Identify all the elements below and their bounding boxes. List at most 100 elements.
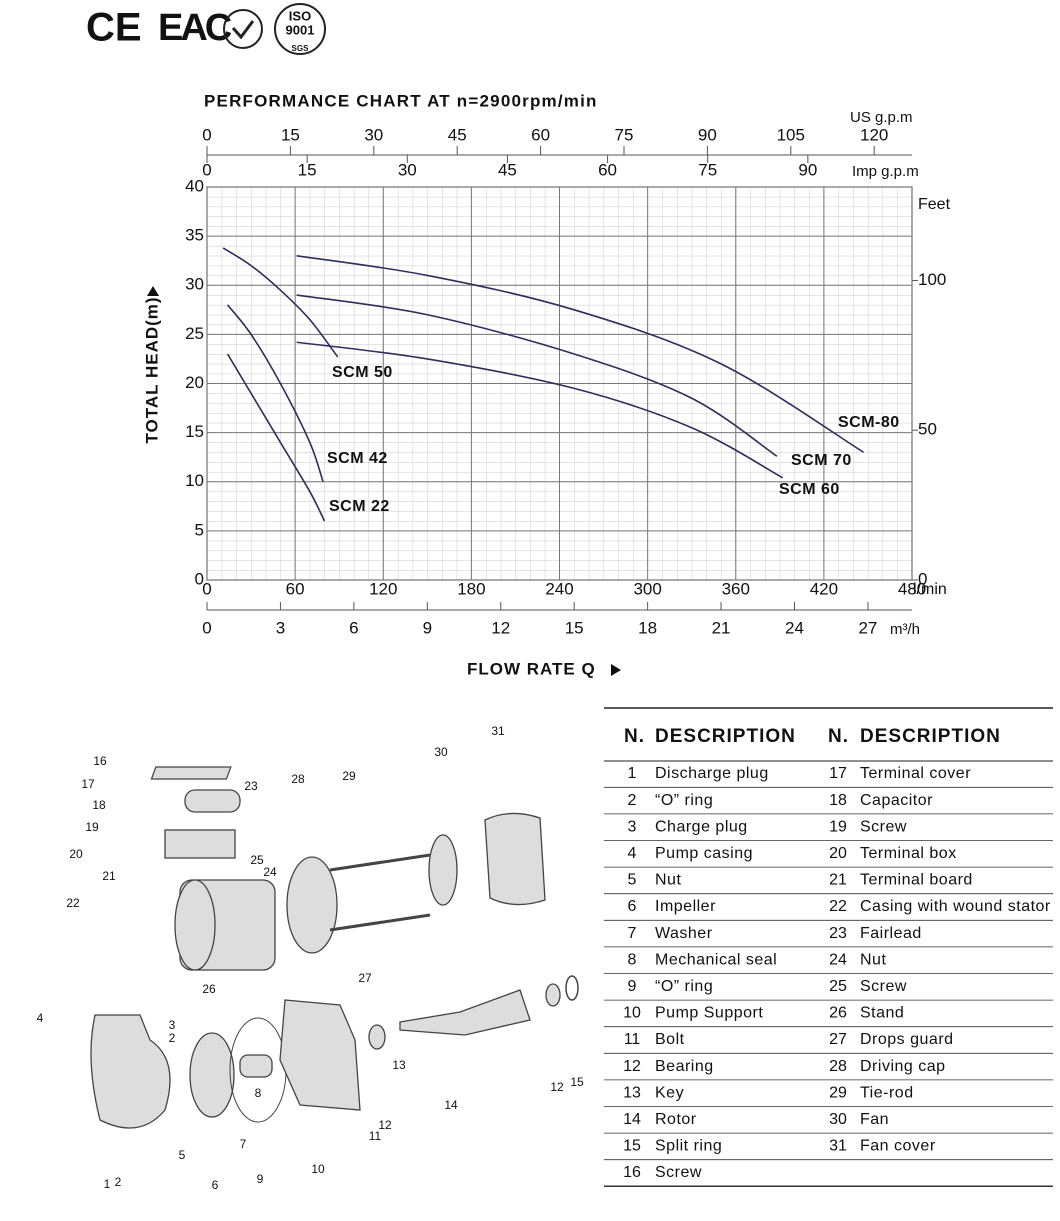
curve-label: SCM 22 bbox=[329, 498, 390, 515]
callout-number: 27 bbox=[358, 971, 372, 985]
part-description: Terminal box bbox=[860, 845, 957, 862]
part-number: 10 bbox=[623, 1005, 641, 1022]
x-tick-label: 360 bbox=[722, 579, 750, 598]
x-tick-label: 180 bbox=[457, 579, 485, 598]
callout-number: 11 bbox=[369, 1129, 382, 1143]
y-tick-label: 25 bbox=[185, 324, 204, 343]
x-tick-label: 75 bbox=[698, 160, 717, 179]
curve-label: SCM 42 bbox=[327, 450, 388, 467]
axis-unit-label: US g.p.m bbox=[850, 109, 913, 126]
x-arrow bbox=[611, 664, 621, 676]
y-tick-label: 5 bbox=[195, 520, 204, 539]
x-tick-label: 12 bbox=[491, 618, 510, 637]
curve bbox=[296, 341, 784, 479]
eac-logo: EAC bbox=[158, 7, 232, 49]
callout-number: 17 bbox=[81, 777, 95, 791]
part-number: 17 bbox=[829, 765, 847, 782]
part-description: Terminal board bbox=[860, 872, 973, 889]
part-description: “O” ring bbox=[655, 792, 713, 809]
curve-label: SCM 70 bbox=[791, 452, 852, 469]
x-tick-label: 15 bbox=[565, 618, 584, 637]
part-description: Pump Support bbox=[655, 1005, 763, 1022]
x-tick-label: 105 bbox=[777, 125, 805, 144]
part-description: Impeller bbox=[655, 898, 716, 915]
callout-number: 18 bbox=[92, 798, 106, 812]
part-number: 23 bbox=[829, 925, 847, 942]
y-tick-label: 15 bbox=[185, 422, 204, 441]
callout-number: 9 bbox=[257, 1172, 264, 1186]
callout-number: 19 bbox=[85, 820, 99, 834]
y-tick-label: 40 bbox=[185, 176, 204, 195]
part-description: Stand bbox=[860, 1005, 904, 1022]
curve bbox=[226, 304, 324, 483]
x-tick-label: 0 bbox=[202, 160, 211, 179]
part-description: Driving cap bbox=[860, 1058, 946, 1075]
y-tick-label: 30 bbox=[185, 275, 204, 294]
x-tick-label: 15 bbox=[298, 160, 317, 179]
part-number: 15 bbox=[623, 1138, 641, 1155]
part-number: 13 bbox=[623, 1084, 641, 1101]
part-description: Bolt bbox=[655, 1031, 685, 1048]
part-number: 8 bbox=[628, 951, 637, 968]
part-description: Tie-rod bbox=[860, 1084, 914, 1101]
part-number: 22 bbox=[829, 898, 847, 915]
part-number: 16 bbox=[623, 1164, 641, 1181]
x-tick-label: 90 bbox=[698, 125, 717, 144]
part-number: 6 bbox=[628, 898, 637, 915]
part-description: Screw bbox=[860, 818, 907, 835]
table-header: DESCRIPTION bbox=[655, 726, 796, 747]
curve bbox=[222, 247, 339, 358]
x-tick-label: 30 bbox=[364, 125, 383, 144]
part-number: 18 bbox=[829, 792, 847, 809]
part-description: Nut bbox=[655, 872, 681, 889]
x-tick-label: 75 bbox=[615, 125, 634, 144]
part-number: 5 bbox=[628, 872, 637, 889]
y-arrow bbox=[147, 286, 159, 296]
callout-number: 12 bbox=[550, 1080, 564, 1094]
x-tick-label: 15 bbox=[281, 125, 300, 144]
curve bbox=[296, 254, 864, 453]
y-tick-label: 20 bbox=[185, 373, 204, 392]
x-tick-label: 27 bbox=[858, 618, 877, 637]
x-tick-label: 60 bbox=[286, 579, 305, 598]
callout-number: 4 bbox=[37, 1011, 44, 1025]
part-description: Mechanical seal bbox=[655, 951, 777, 968]
x-tick-label: 3 bbox=[276, 618, 285, 637]
y-tick-label: 35 bbox=[185, 226, 204, 245]
part-number: 14 bbox=[623, 1111, 641, 1128]
x-tick-label: 60 bbox=[598, 160, 617, 179]
x-tick-label: 120 bbox=[369, 579, 397, 598]
part-number: 9 bbox=[628, 978, 637, 995]
part-number: 29 bbox=[829, 1084, 847, 1101]
table-header: N. bbox=[624, 726, 645, 747]
callout-number: 12 bbox=[378, 1118, 392, 1132]
sgs-text: SGS bbox=[292, 44, 310, 53]
callout-number: 8 bbox=[255, 1086, 262, 1100]
callout-number: 31 bbox=[491, 724, 505, 738]
x-tick-label: 9 bbox=[423, 618, 432, 637]
part-description: Fairlead bbox=[860, 925, 922, 942]
part-number: 28 bbox=[829, 1058, 847, 1075]
x-tick-label: 120 bbox=[860, 125, 888, 144]
part-number: 24 bbox=[829, 951, 847, 968]
callout-number: 25 bbox=[250, 853, 264, 867]
x-tick-label: 480 bbox=[898, 579, 926, 598]
x-tick-label: 0 bbox=[202, 618, 211, 637]
part-number: 21 bbox=[829, 872, 847, 889]
x-tick-label: 18 bbox=[638, 618, 657, 637]
callout-number: 24 bbox=[263, 865, 277, 879]
chart-title: PERFORMANCE CHART AT n=2900rpm/min bbox=[204, 91, 598, 110]
part-number: 27 bbox=[829, 1031, 847, 1048]
part-description: Capacitor bbox=[860, 792, 933, 809]
ce-logo: CE bbox=[86, 6, 142, 50]
x-tick-label: 21 bbox=[712, 618, 731, 637]
part-number: 2 bbox=[628, 792, 637, 809]
part-number: 3 bbox=[628, 818, 637, 835]
x-tick-label: 300 bbox=[633, 579, 661, 598]
axis-unit-label: m³/h bbox=[890, 621, 920, 638]
part-number: 1 bbox=[628, 765, 637, 782]
y2-tick-label: 50 bbox=[918, 420, 937, 439]
